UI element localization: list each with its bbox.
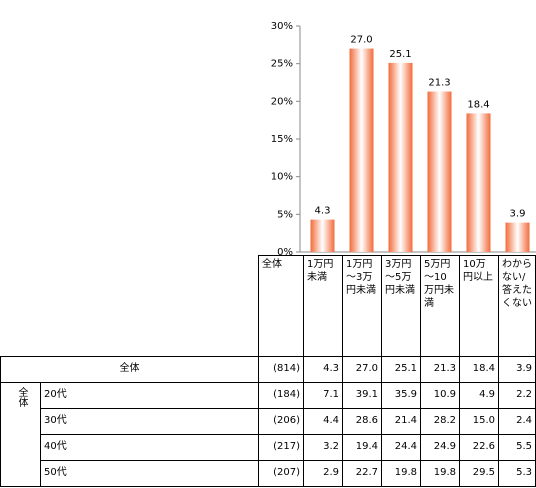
table-cell: 2.9 <box>303 460 343 487</box>
data-label: 18.4 <box>467 99 489 110</box>
table-cell: 24.9 <box>420 434 460 461</box>
table-cell: 1万円未満 <box>303 255 343 357</box>
table-cell: 1万円～3万円未満 <box>342 255 382 357</box>
table-cell: (206) <box>258 408 304 435</box>
table-cell: 21.3 <box>420 356 460 383</box>
table-cell: 28.6 <box>342 408 382 435</box>
bar <box>349 48 374 252</box>
y-tick-label: 25% <box>271 59 293 70</box>
table-cell: 40代 <box>40 434 259 461</box>
table-cell: 19.4 <box>342 434 382 461</box>
table-cell: 30代 <box>40 408 259 435</box>
bar <box>427 91 452 252</box>
table-cell: (814) <box>258 356 304 383</box>
bar <box>505 222 530 252</box>
table-cell: 全体 <box>0 356 259 383</box>
table-cell: 3.2 <box>303 434 343 461</box>
y-tick-label: 20% <box>271 96 293 107</box>
table-cell: 5.3 <box>498 460 536 487</box>
table-cell: 3万円～5万円未満 <box>381 255 421 357</box>
table-cell: 2.4 <box>498 408 536 435</box>
table-cell: 3.9 <box>498 356 536 383</box>
y-tick-label: 5% <box>277 209 293 220</box>
data-label: 21.3 <box>428 78 450 89</box>
table-cell: 19.8 <box>420 460 460 487</box>
table-cell: 4.4 <box>303 408 343 435</box>
y-tick-label: 15% <box>271 134 293 145</box>
table-cell: 29.5 <box>459 460 499 487</box>
bar <box>388 62 413 253</box>
table-cell: わからない/答えたくない <box>498 255 536 357</box>
table-cell: (217) <box>258 434 304 461</box>
table-cell: 4.3 <box>303 356 343 383</box>
table-cell: (207) <box>258 460 304 487</box>
data-label: 27.0 <box>350 35 372 46</box>
table-cell: 19.8 <box>381 460 421 487</box>
bar <box>466 113 491 253</box>
table-cell: 22.6 <box>459 434 499 461</box>
chart: 0% 5% 10% 15% 20% 25% 30% 4.3 27.0 25.1 21.3 18.4 3.… <box>271 21 536 256</box>
table-cell: 4.9 <box>459 382 499 409</box>
table-cell: 27.0 <box>342 356 382 383</box>
table-cell: 20代 <box>40 382 259 409</box>
table-cell: 5万円～10万円未満 <box>420 255 460 357</box>
table-cell: 28.2 <box>420 408 460 435</box>
y-tick-label: 0% <box>277 247 293 256</box>
table-cell: (184) <box>258 382 304 409</box>
data-label: 4.3 <box>315 206 331 217</box>
table-cell: 10万円以上 <box>459 255 499 357</box>
table-cell: 全体 <box>258 255 304 357</box>
table-cell: 22.7 <box>342 460 382 487</box>
table-cell: 7.1 <box>303 382 343 409</box>
data-label: 25.1 <box>389 49 411 60</box>
bar <box>310 219 335 252</box>
table-cell: 5.5 <box>498 434 536 461</box>
data-label: 3.9 <box>510 209 526 220</box>
table-cell: 15.0 <box>459 408 499 435</box>
table-cell: 39.1 <box>342 382 382 409</box>
table-cell: 2.2 <box>498 382 536 409</box>
table-cell: 35.9 <box>381 382 421 409</box>
table-cell: 24.4 <box>381 434 421 461</box>
y-tick-label: 30% <box>271 21 293 32</box>
y-tick-label: 10% <box>271 172 293 183</box>
table-cell: 50代 <box>40 460 259 487</box>
table-cell: 全体 <box>0 382 41 487</box>
table-cell: 18.4 <box>459 356 499 383</box>
table-cell: 25.1 <box>381 356 421 383</box>
table-cell: 21.4 <box>381 408 421 435</box>
table-cell: 10.9 <box>420 382 460 409</box>
